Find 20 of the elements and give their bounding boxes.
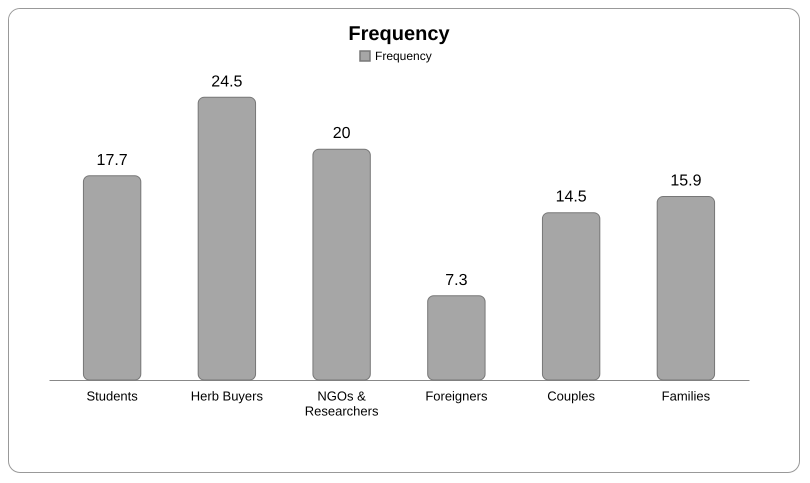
bar [312,148,371,380]
bar [656,196,716,380]
bar [542,212,600,380]
x-tick-label: Students [86,388,138,404]
data-label: 20 [332,125,351,142]
data-label: 14.5 [556,188,587,206]
data-label: 7.3 [445,272,468,289]
x-tick-label: Couples [547,388,596,404]
x-tick-label: Herb Buyers [190,388,264,404]
x-tick-label: NGOs & Researchers [304,388,379,418]
bar [198,96,256,380]
bar [427,295,486,380]
data-label: 17.7 [96,152,128,169]
data-label: 15.9 [670,172,702,190]
x-tick-label: Foreigners [425,388,488,404]
data-label: 24.5 [211,73,243,90]
bar [82,175,142,380]
legend-label: Frequency [375,49,432,63]
chart-title: Frequency [348,23,450,45]
x-tick-label: Families [662,388,711,404]
